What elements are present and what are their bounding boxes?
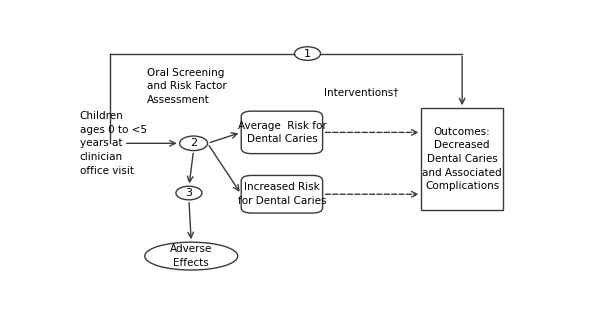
Text: 2: 2: [190, 138, 197, 148]
Circle shape: [176, 186, 202, 200]
FancyBboxPatch shape: [241, 111, 323, 154]
Text: Oral Screening
and Risk Factor
Assessment: Oral Screening and Risk Factor Assessmen…: [147, 68, 227, 105]
Ellipse shape: [145, 242, 238, 270]
Bar: [421, 108, 503, 210]
FancyBboxPatch shape: [241, 175, 323, 213]
Text: Interventions†: Interventions†: [324, 87, 398, 97]
Text: Children
ages 0 to <5
years at
clinician
office visit: Children ages 0 to <5 years at clinician…: [80, 111, 146, 175]
Text: Adverse
Effects: Adverse Effects: [170, 244, 212, 268]
Circle shape: [179, 136, 208, 151]
Text: Average  Risk for
Dental Caries: Average Risk for Dental Caries: [238, 121, 326, 144]
Text: 3: 3: [185, 188, 193, 198]
Text: 1: 1: [304, 49, 311, 59]
Text: Increased Risk
for Dental Caries: Increased Risk for Dental Caries: [238, 182, 326, 206]
Text: Outcomes:
Decreased
Dental Caries
and Associated
Complications: Outcomes: Decreased Dental Caries and As…: [422, 127, 502, 191]
Circle shape: [295, 47, 320, 60]
